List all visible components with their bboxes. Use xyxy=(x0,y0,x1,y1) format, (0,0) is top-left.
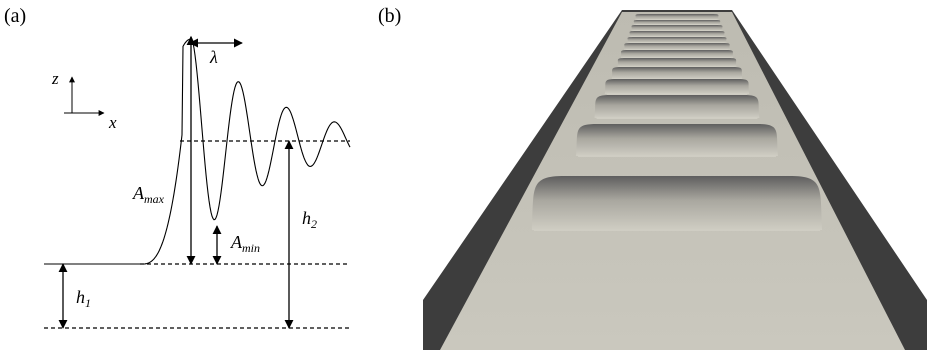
ridge xyxy=(627,37,727,43)
ridge xyxy=(633,20,721,25)
ridge xyxy=(611,67,743,79)
h2-label: h2 xyxy=(302,208,317,231)
panel-a-label: (a) xyxy=(4,5,26,27)
lambda-label: λ xyxy=(209,47,218,67)
z-axis-label: z xyxy=(51,69,59,88)
panel-a: (a) z x λ Amax Amin h2 xyxy=(4,5,351,329)
ridge-base xyxy=(606,93,748,95)
ridge xyxy=(620,50,734,58)
axes-indicator: z x xyxy=(51,69,117,132)
ridge xyxy=(635,14,719,20)
panel-b-label: (b) xyxy=(378,5,401,27)
h1-label: h1 xyxy=(76,287,91,310)
ridge xyxy=(624,43,730,50)
a-min-label: Amin xyxy=(230,232,260,255)
ridge xyxy=(604,79,750,94)
ridge xyxy=(617,58,737,67)
ridge-base xyxy=(533,229,821,231)
a-max-label: Amax xyxy=(132,183,165,206)
ridge xyxy=(576,124,778,156)
ridge xyxy=(631,25,723,31)
ridge xyxy=(531,176,823,230)
film-profile-curve xyxy=(44,35,351,265)
panel-b: (b) xyxy=(378,5,927,350)
x-axis-label: x xyxy=(108,113,117,132)
ridge xyxy=(594,95,760,118)
ridge-base xyxy=(578,155,776,157)
ridge-base xyxy=(596,117,758,119)
ridge xyxy=(629,31,725,37)
capillary-ridges xyxy=(531,14,823,231)
